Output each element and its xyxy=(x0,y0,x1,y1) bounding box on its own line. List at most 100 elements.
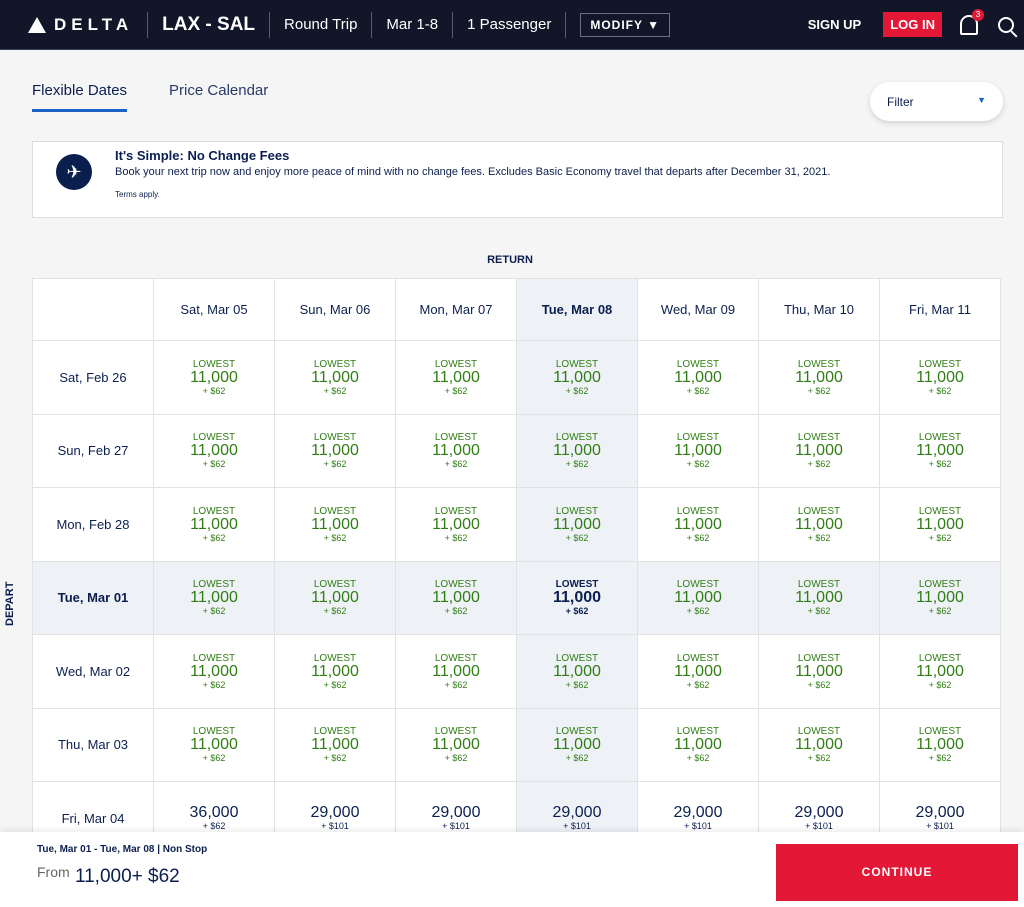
fare-cell[interactable]: LOWEST 11,000 + $62 xyxy=(153,340,275,415)
fare-cell[interactable]: LOWEST 11,000 + $62 xyxy=(879,340,1001,415)
fare-cell[interactable]: LOWEST 11,000 + $62 xyxy=(637,634,759,709)
fare-cell[interactable]: LOWEST 11,000 + $62 xyxy=(153,560,275,635)
fare-cell[interactable]: LOWEST 11,000 + $62 xyxy=(274,707,396,782)
fare-cell[interactable]: LOWEST 11,000 + $62 xyxy=(153,413,275,488)
miles-price: 11,000 xyxy=(553,442,601,460)
delta-logo[interactable]: DELTA xyxy=(28,15,133,35)
lowest-badge: LOWEST xyxy=(676,726,720,738)
terms-link[interactable]: Terms apply. xyxy=(115,190,160,199)
fare-cell[interactable]: LOWEST 11,000 + $62 xyxy=(758,634,880,709)
fare-cell[interactable]: LOWEST 11,000 + $62 xyxy=(758,560,880,635)
taxes: + $62 xyxy=(928,532,952,543)
fare-cell[interactable]: LOWEST 11,000 + $62 xyxy=(637,707,759,782)
fare-cell[interactable]: LOWEST 11,000 + $62 xyxy=(879,707,1001,782)
depart-date-label: Thu, Mar 03 xyxy=(32,707,154,782)
miles-price: 11,000 xyxy=(795,442,843,460)
flexible-dates-grid: Sat, Mar 05 Sun, Mar 06 Mon, Mar 07 Tue, Ma… xyxy=(32,278,1001,856)
divider xyxy=(147,11,149,38)
fare-cell[interactable]: LOWEST 11,000 + $62 xyxy=(516,413,638,488)
fare-cell[interactable]: LOWEST 11,000 + $62 xyxy=(758,340,880,415)
trip-type: Round Trip xyxy=(284,16,358,33)
fare-cell[interactable]: LOWEST 11,000 + $62 xyxy=(395,707,517,782)
lowest-badge: LOWEST xyxy=(676,579,720,591)
fare-cell[interactable]: LOWEST 11,000 + $62 xyxy=(637,413,759,488)
taxes: + $62 xyxy=(565,606,589,617)
miles-price: 11,000 xyxy=(311,736,359,754)
fare-cell[interactable]: LOWEST 11,000 + $62 xyxy=(395,487,517,562)
miles-price: 11,000 xyxy=(432,662,480,680)
lowest-badge: LOWEST xyxy=(918,432,962,444)
fare-cell[interactable]: LOWEST 11,000 + $62 xyxy=(395,413,517,488)
miles-price: 11,000 xyxy=(674,662,722,680)
miles-price: 11,000 xyxy=(190,736,238,754)
lowest-badge: LOWEST xyxy=(797,432,841,444)
miles-price: 11,000 xyxy=(795,368,843,386)
miles-price: 29,000 xyxy=(310,804,360,822)
taxes: + $62 xyxy=(928,606,952,617)
tab-flexible-dates[interactable]: Flexible Dates xyxy=(32,82,128,112)
fare-cell[interactable]: LOWEST 11,000 + $62 xyxy=(879,634,1001,709)
modify-button[interactable]: MODIFY ▼ xyxy=(580,12,671,37)
lowest-badge: LOWEST xyxy=(313,358,357,370)
sign-up-link[interactable]: SIGN UP xyxy=(807,17,862,32)
fare-cell[interactable]: LOWEST 11,000 + $62 xyxy=(274,634,396,709)
fare-cell[interactable]: LOWEST 11,000 + $62 xyxy=(395,560,517,635)
fare-cell[interactable]: LOWEST 11,000 + $62 xyxy=(758,707,880,782)
taxes: + $62 xyxy=(202,606,226,617)
fare-cell[interactable]: LOWEST 11,000 + $62 xyxy=(637,487,759,562)
return-date-header: Wed, Mar 09 xyxy=(637,278,759,341)
miles-price: 29,000 xyxy=(673,804,723,822)
fare-cell[interactable]: LOWEST 11,000 + $62 xyxy=(395,340,517,415)
fare-cell[interactable]: LOWEST 11,000 + $62 xyxy=(395,634,517,709)
fare-cell[interactable]: LOWEST 11,000 + $62 xyxy=(637,340,759,415)
fare-cell[interactable]: LOWEST 11,000 + $62 xyxy=(274,487,396,562)
continue-button[interactable]: CONTINUE xyxy=(776,844,1018,901)
taxes: + $101 xyxy=(805,821,833,832)
miles-price: 11,000 xyxy=(916,589,964,607)
depart-date-label: Sun, Feb 27 xyxy=(32,413,154,488)
return-date-header: Thu, Mar 10 xyxy=(758,278,880,341)
fare-cell[interactable]: LOWEST 11,000 + $62 xyxy=(879,487,1001,562)
depart-date-label: Sat, Feb 26 xyxy=(32,340,154,415)
fare-cell[interactable]: LOWEST 11,000 + $62 xyxy=(274,340,396,415)
lowest-badge: LOWEST xyxy=(797,505,841,517)
lowest-badge: LOWEST xyxy=(555,579,599,591)
divider xyxy=(452,11,454,38)
tab-price-calendar[interactable]: Price Calendar xyxy=(169,82,269,99)
lowest-badge: LOWEST xyxy=(192,505,236,517)
lowest-badge: LOWEST xyxy=(192,652,236,664)
lowest-badge: LOWEST xyxy=(797,358,841,370)
fare-cell[interactable]: LOWEST 11,000 + $62 xyxy=(153,707,275,782)
fare-cell[interactable]: LOWEST 11,000 + $62 xyxy=(879,560,1001,635)
fare-cell[interactable]: LOWEST 11,000 + $62 xyxy=(637,560,759,635)
fare-cell[interactable]: LOWEST 11,000 + $62 xyxy=(516,634,638,709)
fare-cell[interactable]: LOWEST 11,000 + $62 xyxy=(516,560,638,635)
taxes: + $62 xyxy=(928,385,952,396)
bell-icon[interactable]: 3 xyxy=(960,8,984,35)
fare-cell[interactable]: LOWEST 11,000 + $62 xyxy=(153,487,275,562)
fare-cell[interactable]: LOWEST 11,000 + $62 xyxy=(758,487,880,562)
fare-cell[interactable]: LOWEST 11,000 + $62 xyxy=(879,413,1001,488)
fare-cell[interactable]: LOWEST 11,000 + $62 xyxy=(516,340,638,415)
fare-cell[interactable]: LOWEST 11,000 + $62 xyxy=(516,707,638,782)
fare-cell[interactable]: LOWEST 11,000 + $62 xyxy=(516,487,638,562)
fare-cell[interactable]: LOWEST 11,000 + $62 xyxy=(758,413,880,488)
lowest-badge: LOWEST xyxy=(555,652,599,664)
fare-cell[interactable]: LOWEST 11,000 + $62 xyxy=(274,413,396,488)
fare-cell[interactable]: LOWEST 11,000 + $62 xyxy=(274,560,396,635)
log-in-button[interactable]: LOG IN xyxy=(883,12,942,37)
fare-cell[interactable]: LOWEST 11,000 + $62 xyxy=(153,634,275,709)
grid-corner xyxy=(32,278,154,341)
taxes: + $62 xyxy=(444,753,468,764)
taxes: + $62 xyxy=(202,821,226,832)
miles-price: 11,000 xyxy=(432,589,480,607)
taxes: + $62 xyxy=(928,679,952,690)
taxes: + $101 xyxy=(684,821,712,832)
taxes: + $62 xyxy=(928,753,952,764)
lowest-badge: LOWEST xyxy=(555,505,599,517)
search-icon[interactable] xyxy=(998,16,1014,33)
taxes: + $62 xyxy=(807,753,831,764)
filter-dropdown[interactable]: Filter ▼ xyxy=(870,82,1003,121)
divider xyxy=(371,11,373,38)
lowest-badge: LOWEST xyxy=(797,652,841,664)
